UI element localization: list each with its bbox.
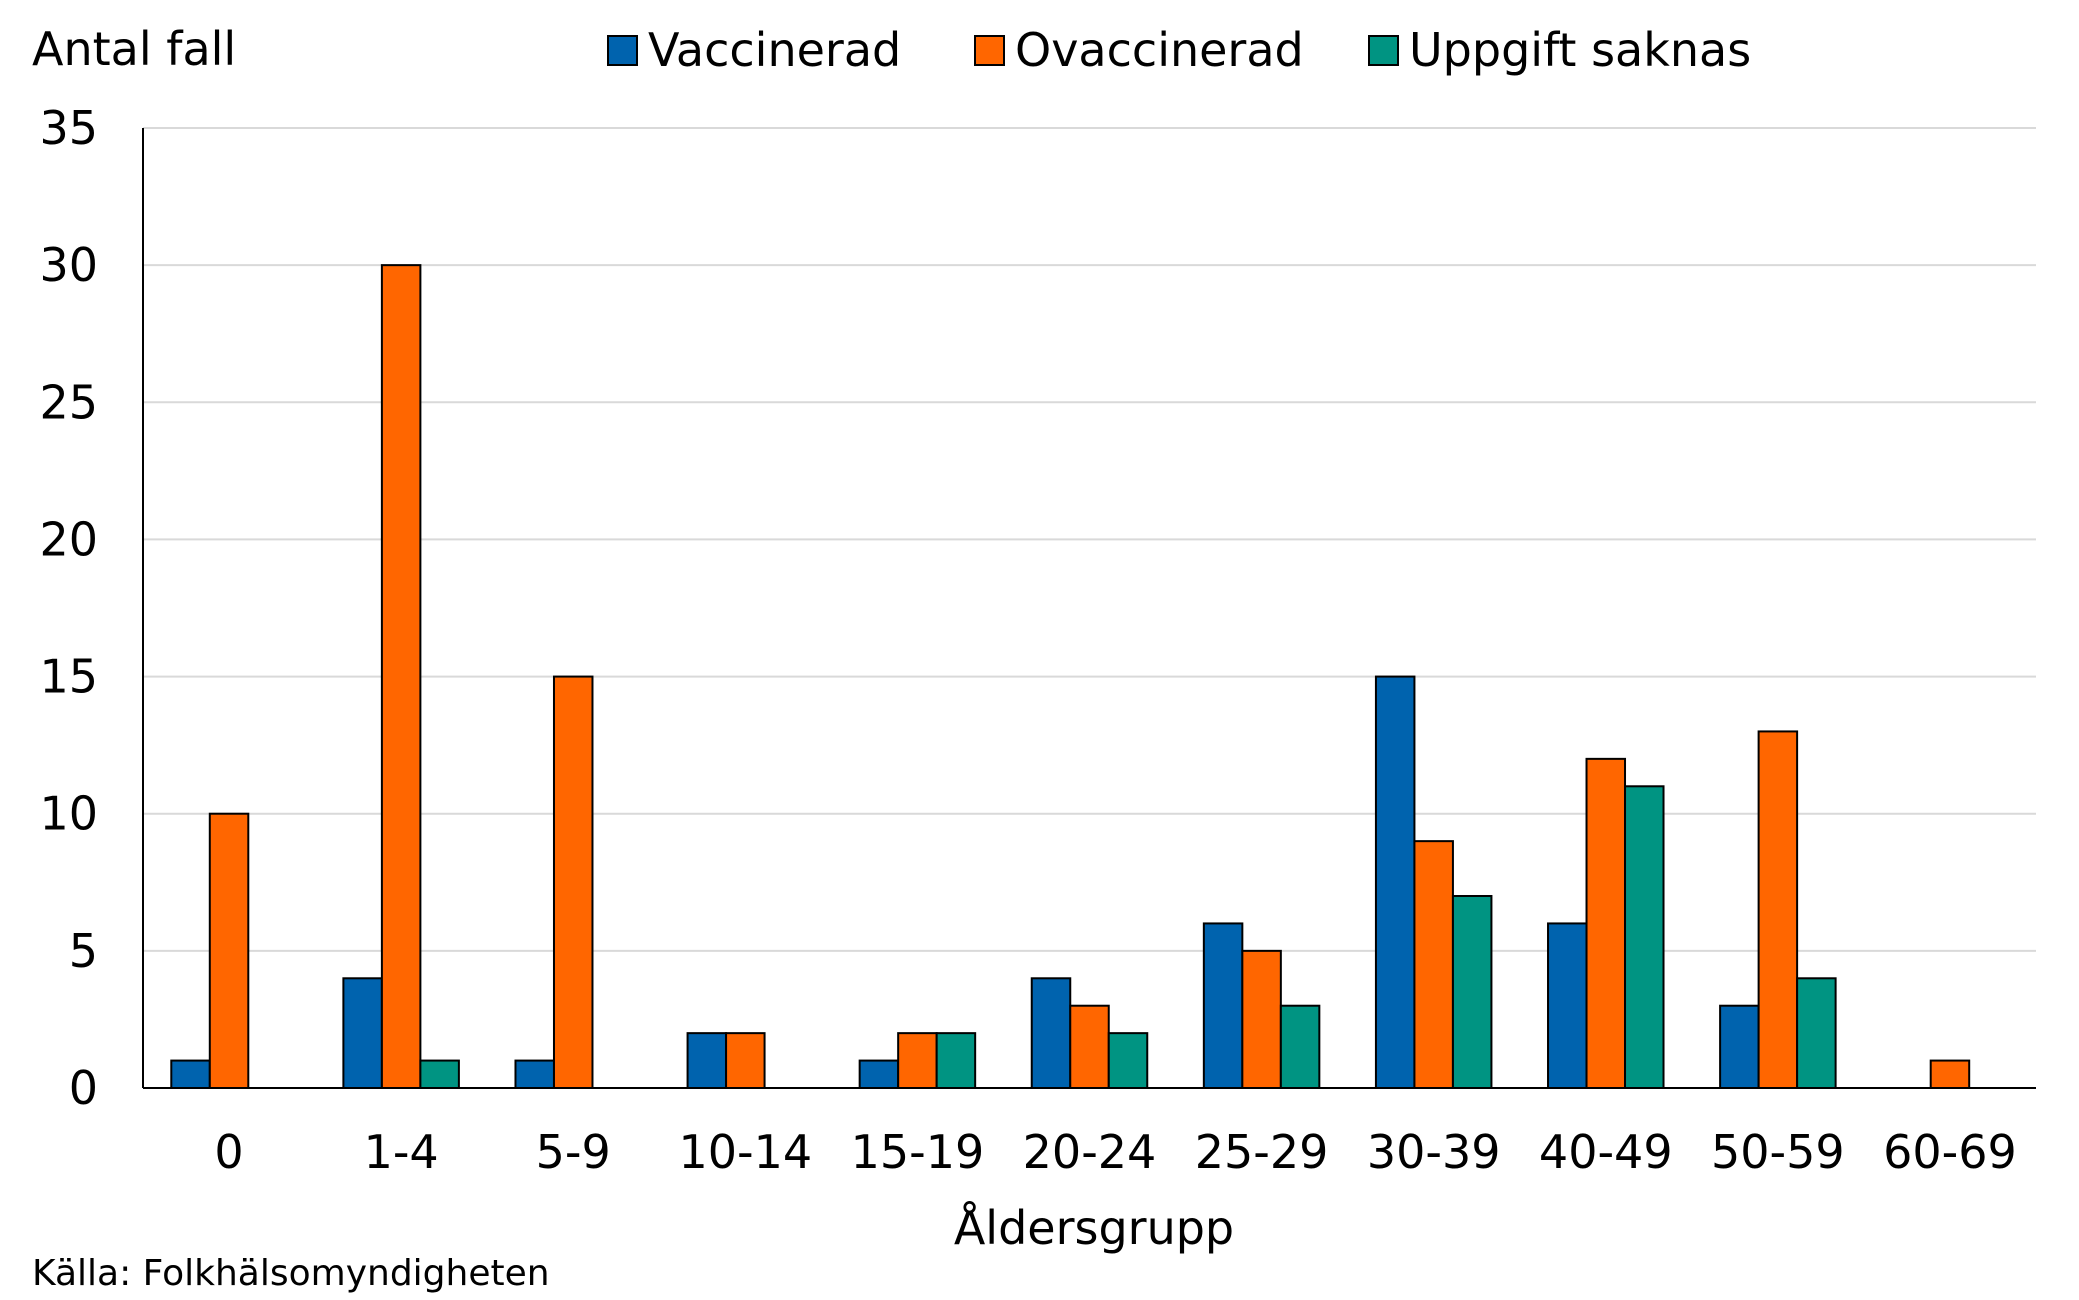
bar-ovaccinerad-0 (208, 812, 250, 1089)
bar-ovaccinerad-25-29 (1241, 949, 1282, 1089)
x-tick-label: 1-4 (364, 1125, 439, 1179)
y-axis-title: Antal fall (32, 22, 236, 76)
x-tick-label: 40-49 (1539, 1125, 1673, 1179)
bar-vaccinerad-5-9 (514, 1059, 555, 1089)
y-tick-label: 30 (39, 238, 98, 292)
bar-vaccinerad-20-24 (1030, 977, 1072, 1089)
x-tick-label: 10-14 (678, 1125, 812, 1179)
y-tick-label: 5 (69, 924, 98, 978)
bar-uppgift-saknas-1-4 (419, 1059, 460, 1089)
x-tick-label: 50-59 (1711, 1125, 1845, 1179)
bar-ovaccinerad-15-19 (897, 1032, 938, 1089)
bar-ovaccinerad-5-9 (552, 675, 594, 1089)
x-tick-label: 25-29 (1195, 1125, 1329, 1179)
y-tick-label: 0 (69, 1061, 98, 1115)
bar-uppgift-saknas-50-59 (1796, 977, 1837, 1089)
x-axis-ticks: 0 1-4 5-9 10-14 15-19 20-24 25-29 30-39 40-49 50-… (214, 1125, 2016, 1179)
bars (170, 264, 1971, 1090)
bar-ovaccinerad-50-59 (1757, 730, 1799, 1090)
x-tick-label: 5-9 (536, 1125, 611, 1179)
x-tick-label: 15-19 (851, 1125, 985, 1179)
legend-label-uppgift-saknas: Uppgift saknas (1409, 23, 1751, 77)
bar-vaccinerad-50-59 (1719, 1004, 1760, 1090)
y-tick-label: 10 (39, 787, 98, 841)
y-tick-label: 15 (39, 650, 98, 704)
x-tick-label: 20-24 (1023, 1125, 1157, 1179)
axes (142, 128, 2036, 1089)
bar-uppgift-saknas-15-19 (935, 1032, 977, 1089)
bar-ovaccinerad-1-4 (380, 264, 422, 1089)
bar-vaccinerad-0 (170, 1059, 211, 1089)
bar-vaccinerad-40-49 (1547, 922, 1588, 1090)
source-note: Källa: Folkhälsomyndigheten (32, 1253, 550, 1294)
bar-ovaccinerad-30-39 (1413, 840, 1454, 1090)
y-axis-ticks: 0 5 10 15 20 25 30 35 (39, 101, 98, 1115)
x-axis-title: Åldersgrupp (954, 1201, 1234, 1255)
bar-vaccinerad-30-39 (1374, 675, 1416, 1089)
x-tick-label: 30-39 (1367, 1125, 1501, 1179)
bar-ovaccinerad-60-69 (1929, 1059, 1971, 1089)
legend-swatch-uppgift-saknas (1368, 35, 1399, 66)
bar-vaccinerad-15-19 (858, 1059, 900, 1089)
bar-vaccinerad-25-29 (1202, 922, 1244, 1090)
legend-swatch-ovaccinerad (974, 35, 1005, 66)
y-tick-label: 35 (39, 101, 98, 155)
legend: Vaccinerad Ovaccinerad Uppgift saknas (607, 23, 1751, 77)
legend-swatch-vaccinerad (607, 35, 638, 66)
legend-label-ovaccinerad: Ovaccinerad (1015, 23, 1304, 77)
bar-ovaccinerad-20-24 (1069, 1004, 1110, 1090)
x-tick-label: 0 (214, 1125, 243, 1179)
legend-label-vaccinerad: Vaccinerad (648, 23, 901, 77)
bar-uppgift-saknas-20-24 (1107, 1032, 1149, 1089)
bar-vaccinerad-1-4 (342, 977, 383, 1089)
gridlines (143, 127, 2036, 952)
bar-ovaccinerad-40-49 (1585, 757, 1627, 1089)
bar-ovaccinerad-10-14 (725, 1032, 766, 1089)
bar-vaccinerad-10-14 (686, 1032, 728, 1089)
y-tick-label: 25 (39, 375, 98, 429)
bar-uppgift-saknas-30-39 (1451, 895, 1493, 1089)
x-tick-label: 60-69 (1883, 1125, 2017, 1179)
bar-uppgift-saknas-25-29 (1279, 1004, 1321, 1090)
bar-uppgift-saknas-40-49 (1624, 785, 1665, 1089)
y-tick-label: 20 (39, 512, 98, 566)
